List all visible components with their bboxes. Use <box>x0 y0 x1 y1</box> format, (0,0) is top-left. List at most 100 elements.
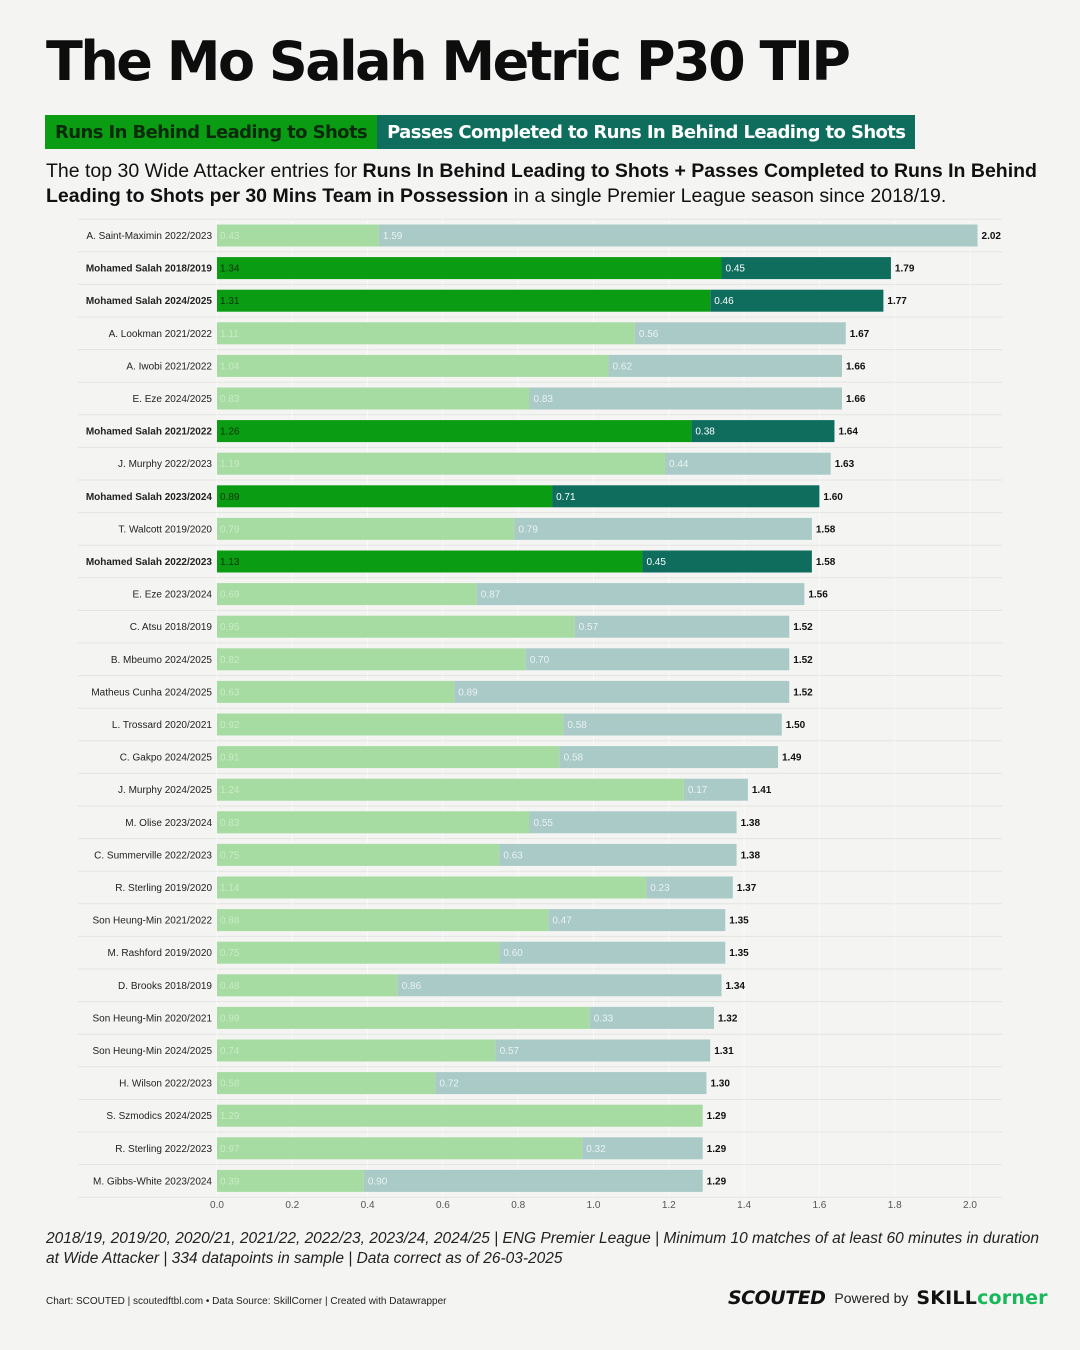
value-label-total: 1.29 <box>707 1176 727 1187</box>
bar-runs-in-behind <box>217 485 553 508</box>
value-label-total: 1.37 <box>737 883 757 894</box>
value-label-total: 1.66 <box>846 361 866 372</box>
value-label-runs: 1.13 <box>220 557 240 568</box>
row-label: C. Gakpo 2024/2025 <box>120 753 213 764</box>
value-label-passes: 0.46 <box>714 296 734 307</box>
bar-passes-completed <box>589 1006 714 1029</box>
value-label-total: 1.58 <box>816 557 836 568</box>
row-label: R. Sterling 2022/2023 <box>115 1144 212 1155</box>
value-label-runs: 0.83 <box>220 818 240 829</box>
row-label: A. Saint-Maximin 2022/2023 <box>86 231 212 242</box>
value-label-runs: 0.39 <box>220 1176 240 1187</box>
value-label-runs: 1.24 <box>220 785 240 796</box>
bar-passes-completed <box>574 615 790 638</box>
value-label-runs: 0.92 <box>220 720 240 731</box>
value-label-runs: 0.88 <box>220 916 240 927</box>
value-label-total: 1.77 <box>887 296 907 307</box>
brand-logos: SCOUTED Powered by SKILLcorner <box>728 1287 1048 1309</box>
row-label: L. Trossard 2020/2021 <box>112 720 213 731</box>
value-label-passes: 0.70 <box>530 655 550 666</box>
bar-passes-completed <box>454 680 790 703</box>
bar-passes-completed <box>634 322 846 345</box>
value-label-total: 1.31 <box>714 1046 734 1057</box>
value-label-total: 1.64 <box>838 427 858 438</box>
row-label: Mohamed Salah 2024/2025 <box>86 296 213 307</box>
value-label-runs: 0.48 <box>220 981 240 992</box>
x-tick-label: 1.6 <box>812 1200 826 1211</box>
x-tick-label: 1.8 <box>888 1200 902 1211</box>
value-label-total: 1.56 <box>808 590 828 601</box>
bar-runs-in-behind <box>217 811 530 834</box>
powered-by-label: Powered by <box>834 1290 909 1306</box>
value-label-total: 1.58 <box>816 524 836 535</box>
row-label: Son Heung-Min 2020/2021 <box>92 1013 212 1024</box>
value-label-total: 1.34 <box>726 981 746 992</box>
value-label-total: 1.52 <box>793 687 813 698</box>
value-label-passes: 0.90 <box>368 1176 388 1187</box>
value-label-total: 1.49 <box>782 753 802 764</box>
row-label: C. Atsu 2018/2019 <box>130 622 213 633</box>
value-label-passes: 0.86 <box>402 981 422 992</box>
value-label-runs: 0.97 <box>220 1144 240 1155</box>
value-label-passes: 0.45 <box>726 264 746 275</box>
row-label: M. Gibbs-White 2023/2024 <box>93 1176 212 1187</box>
bar-passes-completed <box>559 746 778 769</box>
value-label-total: 1.32 <box>718 1013 738 1024</box>
row-label: B. Mbeumo 2024/2025 <box>111 655 213 666</box>
value-label-total: 1.63 <box>835 459 855 470</box>
chart-subtitle: The top 30 Wide Attacker entries for Run… <box>46 159 1046 209</box>
bar-runs-in-behind <box>217 322 635 345</box>
value-label-passes: 0.63 <box>503 850 523 861</box>
value-label-runs: 1.31 <box>220 296 240 307</box>
row-label: Mohamed Salah 2021/2022 <box>86 427 213 438</box>
value-label-total: 1.60 <box>823 492 843 503</box>
value-label-passes: 0.58 <box>564 753 584 764</box>
x-tick-label: 0.0 <box>210 1200 224 1211</box>
bar-runs-in-behind <box>217 909 549 932</box>
value-label-passes: 0.57 <box>500 1046 520 1057</box>
bar-passes-completed <box>363 1169 703 1192</box>
bar-runs-in-behind <box>217 680 455 703</box>
value-label-passes: 0.72 <box>439 1079 459 1090</box>
value-label-passes: 0.55 <box>533 818 553 829</box>
value-label-runs: 0.43 <box>220 231 240 242</box>
x-tick-label: 0.2 <box>285 1200 299 1211</box>
value-label-runs: 0.83 <box>220 394 240 405</box>
value-label-runs: 0.99 <box>220 1013 240 1024</box>
bar-runs-in-behind <box>217 517 515 540</box>
row-label: Son Heung-Min 2021/2022 <box>92 916 212 927</box>
value-label-total: 1.67 <box>850 329 870 340</box>
row-label: Mohamed Salah 2018/2019 <box>86 264 213 275</box>
bar-passes-completed <box>529 387 842 410</box>
row-label: E. Eze 2023/2024 <box>132 590 212 601</box>
x-tick-label: 1.4 <box>737 1200 751 1211</box>
row-label: M. Olise 2023/2024 <box>125 818 212 829</box>
value-label-total: 1.52 <box>793 655 813 666</box>
row-label: A. Iwobi 2021/2022 <box>126 361 212 372</box>
x-tick-label: 1.0 <box>587 1200 601 1211</box>
footnote: 2018/19, 2019/20, 2020/21, 2021/22, 2022… <box>46 1230 1039 1267</box>
value-label-passes: 0.23 <box>650 883 670 894</box>
bar-runs-in-behind <box>217 550 643 573</box>
bar-runs-in-behind <box>217 648 526 671</box>
x-tick-label: 1.2 <box>662 1200 676 1211</box>
value-label-passes: 0.79 <box>518 524 538 535</box>
bar-passes-completed <box>683 778 748 801</box>
value-label-total: 1.35 <box>729 916 749 927</box>
skillcorner-logo-corner: corner <box>977 1287 1048 1309</box>
row-label: S. Szmodics 2024/2025 <box>106 1111 212 1122</box>
bar-passes-completed <box>435 1072 707 1095</box>
bar-passes-completed <box>646 876 733 899</box>
value-label-runs: 0.82 <box>220 655 240 666</box>
value-label-passes: 0.57 <box>579 622 599 633</box>
bar-passes-completed <box>710 289 884 312</box>
value-label-total: 1.38 <box>741 818 761 829</box>
value-label-runs: 1.11 <box>220 329 239 340</box>
value-label-runs: 0.74 <box>220 1046 240 1057</box>
bar-passes-completed <box>499 843 737 866</box>
value-label-runs: 0.95 <box>220 622 240 633</box>
bar-passes-completed <box>563 713 782 736</box>
value-label-passes: 0.56 <box>639 329 659 340</box>
value-label-passes: 0.44 <box>669 459 689 470</box>
subtitle-metric: Runs In Behind Leading to Shots + Passes… <box>46 160 1037 207</box>
